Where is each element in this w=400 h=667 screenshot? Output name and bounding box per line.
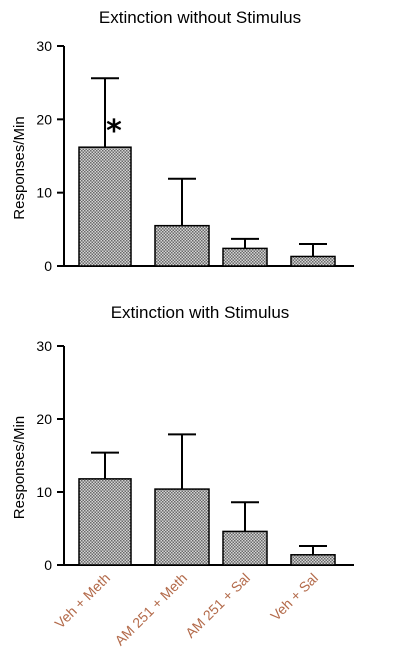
x-category-label: Veh + Meth (51, 570, 113, 632)
y-tick-label-top: 0 (44, 258, 52, 274)
y-tick-label-top: 20 (36, 111, 52, 127)
y-tick-label-bottom: 30 (36, 338, 52, 354)
bar-top (78, 146, 132, 267)
bar-top (290, 255, 336, 267)
bar-top (222, 247, 268, 267)
chart-title-bottom: Extinction with Stimulus (110, 303, 290, 322)
y-tick-label-bottom: 20 (36, 411, 52, 427)
y-tick-label-bottom: 0 (44, 557, 52, 573)
bar-bottom (290, 554, 336, 566)
bar-bottom (154, 488, 210, 566)
chart-title-top: Extinction without Stimulus (98, 8, 302, 27)
significance-marker: * (106, 114, 122, 149)
y-tick-label-bottom: 10 (36, 484, 52, 500)
x-category-label: AM 251 + Meth (111, 570, 190, 649)
y-axis-label-top: Responses/Min (11, 116, 28, 219)
x-category-label: Veh + Sal (267, 570, 321, 624)
y-axis-label-bottom: Responses/Min (11, 416, 28, 519)
bar-bottom (78, 478, 132, 566)
y-tick-label-top: 30 (36, 38, 52, 54)
x-category-label: AM 251 + Sal (182, 570, 253, 641)
y-tick-label-top: 10 (36, 185, 52, 201)
bar-bottom (222, 530, 268, 566)
bar-top (154, 224, 210, 267)
